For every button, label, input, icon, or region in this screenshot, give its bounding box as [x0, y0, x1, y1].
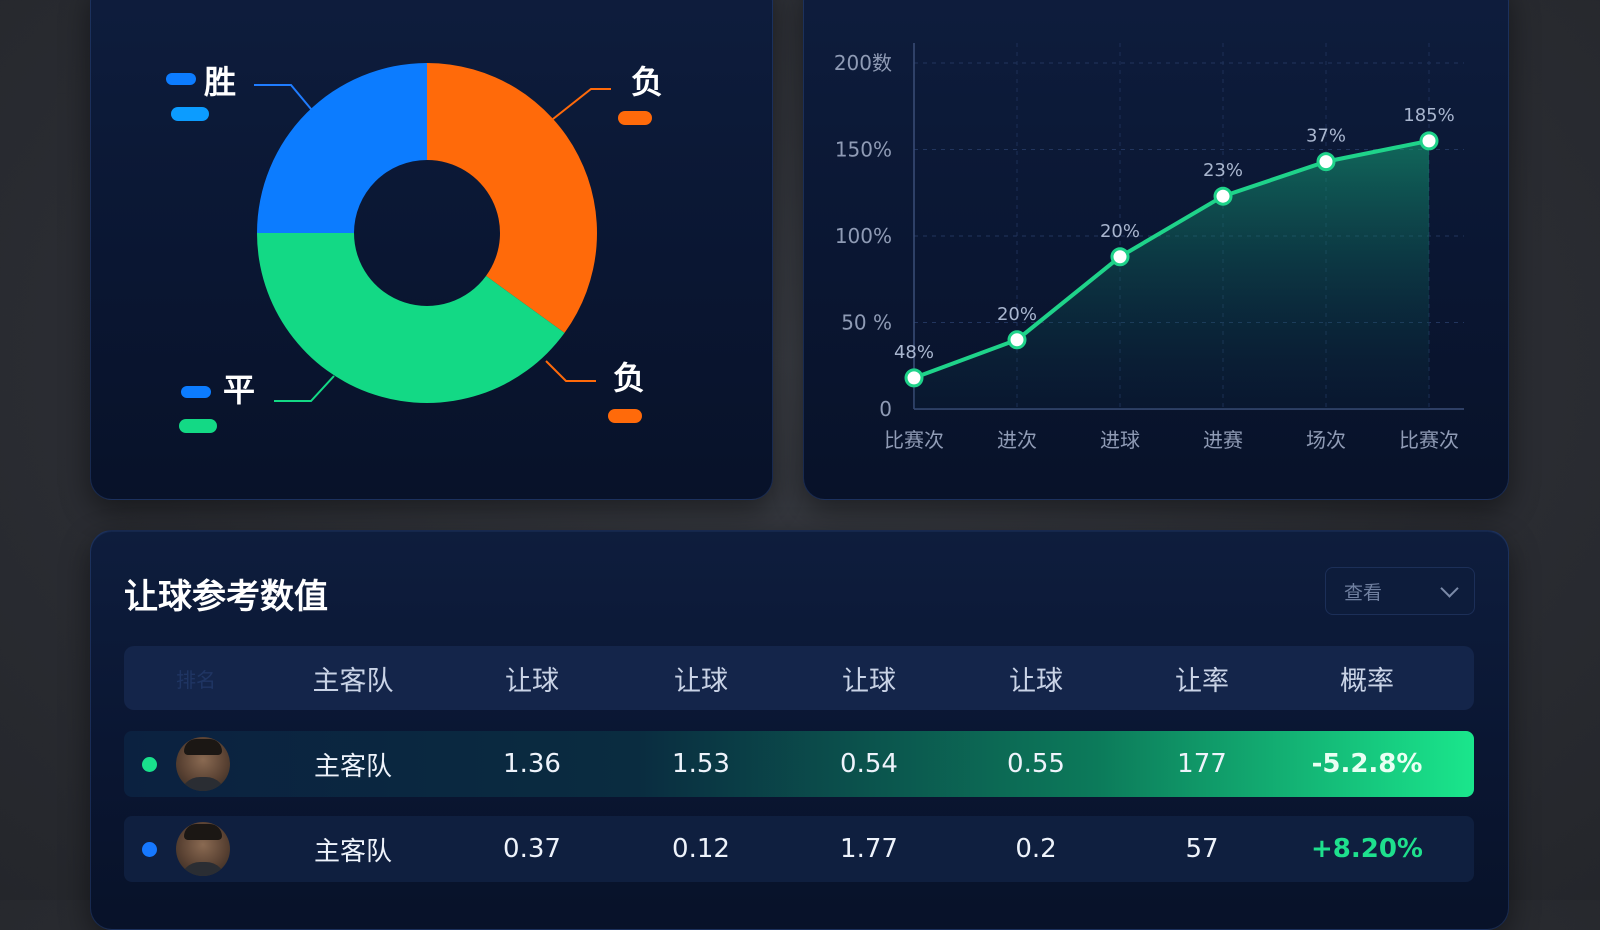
x-tick-label: 进球 [1100, 428, 1140, 452]
handicap-value: 0.55 [1007, 749, 1065, 779]
table-title: 让球参考数值 [124, 577, 328, 617]
team-name: 主客队 [313, 836, 393, 867]
rate-value: 177 [1177, 749, 1227, 779]
legend-label-draw: 平 [223, 371, 255, 409]
data-point [1213, 186, 1233, 206]
data-point [904, 368, 924, 388]
probability-value: +8.20% [1311, 834, 1423, 864]
legend-bar-draw [179, 419, 217, 433]
table-header: 排名 主客队 让球 让球 让球 让球 让率 概率 [124, 646, 1474, 710]
table-row[interactable]: 主客队 1.36 1.53 0.54 0.55 177 -5.2.8% [124, 731, 1474, 797]
avatar [176, 737, 230, 791]
header-handicap-2: 让球 [674, 665, 728, 697]
data-labels: 48% 20% 20% 23% 37% 185% [894, 105, 1455, 363]
x-tick-label: 进次 [997, 428, 1037, 452]
view-dropdown[interactable]: 查看 [1325, 567, 1475, 615]
probability-value: -5.2.8% [1311, 749, 1423, 779]
legend-label-lose-bottom: 负 [613, 359, 645, 397]
status-dot [142, 757, 157, 772]
data-label: 37% [1306, 126, 1346, 147]
legend-swatch-lose-top [618, 111, 652, 125]
table-row[interactable]: 主客队 0.37 0.12 1.77 0.2 57 +8.20% [124, 816, 1474, 882]
donut-segment-平 [257, 233, 565, 403]
legend-label-win: 胜 [204, 63, 236, 101]
leader-line-win [254, 84, 312, 110]
header-handicap-4: 让球 [1009, 665, 1063, 697]
data-label: 185% [1403, 105, 1454, 126]
data-point [1316, 152, 1336, 172]
header-handicap-1: 让球 [505, 665, 559, 697]
data-label: 20% [1100, 221, 1140, 242]
donut-chart: 胜 负 平 负 [166, 63, 663, 433]
handicap-value: 0.37 [503, 834, 561, 864]
legend-swatch-draw [181, 386, 211, 398]
rate-value: 57 [1185, 834, 1219, 864]
donut-segment-胜 [257, 63, 427, 233]
y-tick-label: 200数 [834, 51, 892, 75]
y-tick-label: 0 [879, 397, 892, 421]
line-chart: 0 50 % 100% 150% 200数 比赛次 进次 进球 进赛 场次 比赛次 48% 20% 2… [834, 43, 1464, 452]
data-label: 48% [894, 342, 934, 363]
area-fill [914, 140, 1429, 409]
x-tick-label: 比赛次 [1399, 428, 1459, 452]
handicap-value: 1.77 [840, 834, 898, 864]
data-point [1110, 247, 1130, 267]
legend-bar-win [171, 107, 209, 121]
dropdown-label: 查看 [1344, 581, 1383, 604]
header-handicap-3: 让球 [842, 665, 896, 697]
data-point [1007, 330, 1027, 350]
legend-swatch-lose-bottom [608, 409, 642, 423]
chevron-down-icon [1440, 578, 1459, 598]
y-tick-label: 50 % [841, 311, 892, 335]
handicap-value: 1.53 [672, 749, 730, 779]
handicap-table-panel: 让球参考数值 查看 排名 主客队 让球 让球 让球 让球 让率 概率 主客队 1… [90, 530, 1509, 930]
header-probability: 概率 [1340, 665, 1394, 697]
leader-line-draw [274, 375, 335, 402]
x-tick-label: 比赛次 [884, 428, 944, 452]
legend-label-lose-top: 负 [631, 63, 663, 101]
legend-swatch-win [166, 73, 196, 85]
y-axis-ticks: 0 50 % 100% 150% 200数 [834, 51, 892, 421]
header-rate: 让率 [1175, 665, 1229, 697]
data-point [1419, 131, 1439, 151]
data-points [904, 131, 1439, 388]
x-tick-label: 场次 [1306, 428, 1346, 452]
line-chart-panel: 0 50 % 100% 150% 200数 比赛次 进次 进球 进赛 场次 比赛次 48% 20% 2… [803, 0, 1509, 500]
handicap-value: 0.12 [672, 834, 730, 864]
donut-segments [257, 63, 597, 403]
y-tick-label: 150% [835, 138, 892, 162]
series-line [913, 138, 1430, 380]
x-tick-label: 进赛 [1203, 428, 1243, 452]
x-axis-ticks: 比赛次 进次 进球 进赛 场次 比赛次 [884, 428, 1459, 452]
leader-line-lose-bottom [545, 360, 596, 382]
team-name: 主客队 [313, 751, 393, 782]
handicap-value: 1.36 [503, 749, 561, 779]
donut-segment-负 [427, 63, 597, 333]
data-label: 23% [1203, 160, 1243, 181]
data-label: 20% [997, 304, 1037, 325]
y-tick-label: 100% [835, 224, 892, 248]
avatar [176, 822, 230, 876]
handicap-value: 0.2 [1015, 834, 1057, 864]
handicap-value: 0.54 [840, 749, 898, 779]
header-team: 主客队 [312, 665, 394, 697]
status-dot [142, 842, 157, 857]
header-rank: 排名 [176, 667, 216, 692]
donut-chart-panel: 胜 负 平 负 [90, 0, 773, 500]
leader-line-lose-top [552, 88, 611, 120]
